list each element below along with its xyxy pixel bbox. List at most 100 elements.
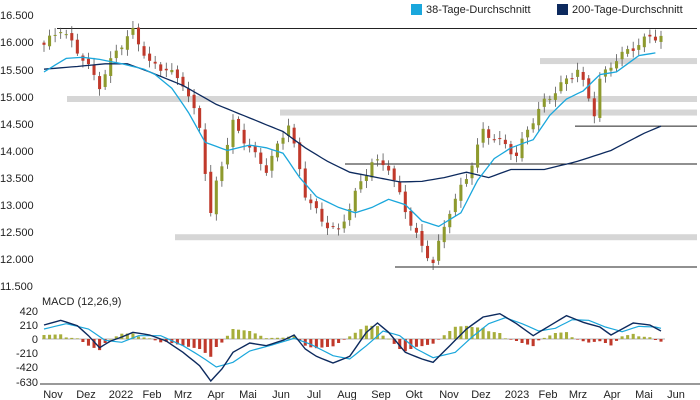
candle-body xyxy=(531,123,535,130)
macd-histogram-bar xyxy=(359,329,363,339)
candle-body xyxy=(603,69,607,77)
macd-histogram-bar xyxy=(587,339,591,343)
macd-histogram-bar xyxy=(559,332,563,339)
legend: 38-Tage-Durchschnitt 200-Tage-Durchschni… xyxy=(411,4,683,16)
macd-histogram-bar xyxy=(42,335,46,339)
macd-histogram-bar xyxy=(398,339,402,349)
macd-histogram-bar xyxy=(392,339,396,344)
candle-body xyxy=(476,144,480,168)
candlesticks xyxy=(42,21,663,271)
macd-y-tick-label: 210 xyxy=(20,320,38,332)
candle-body xyxy=(81,55,85,61)
price-y-axis: 16.500 16.000 15.500 15.000 14.500 14.00… xyxy=(0,10,34,293)
candle-body xyxy=(470,165,474,179)
candle-body xyxy=(537,108,541,126)
macd-histogram-bar xyxy=(659,339,663,342)
support-band xyxy=(540,58,697,65)
macd-histogram-bar xyxy=(337,339,341,343)
macd-histogram-bar xyxy=(125,333,129,339)
y-tick-label: 13.500 xyxy=(0,173,34,185)
macd-histogram-bar xyxy=(514,339,519,341)
candle-body xyxy=(398,182,402,193)
macd-histogram-bar xyxy=(192,339,196,348)
candle-body xyxy=(431,259,435,264)
candle-body xyxy=(48,35,52,47)
macd-histogram-bar xyxy=(642,336,646,339)
candle-body xyxy=(153,61,157,64)
macd-histogram-bar xyxy=(175,339,179,345)
candle-body xyxy=(387,165,391,171)
candle-body xyxy=(92,64,96,75)
macd-histogram-bar xyxy=(98,339,102,351)
candle-body xyxy=(414,227,418,233)
y-tick-label: 11.500 xyxy=(0,281,33,293)
candle-body xyxy=(464,179,468,184)
x-tick-label: Jun xyxy=(667,389,685,400)
x-tick-label: Jun xyxy=(272,389,290,400)
candle-body xyxy=(375,159,380,161)
candle-body xyxy=(131,27,135,35)
macd-histogram-bar xyxy=(453,326,457,339)
candle-body xyxy=(181,76,185,87)
macd-histogram-bar xyxy=(648,337,652,339)
candle-body xyxy=(103,74,107,87)
macd-histogram-bar xyxy=(653,339,657,340)
macd-histogram-bar xyxy=(70,337,74,339)
y-tick-label: 14.500 xyxy=(0,119,34,131)
macd-histogram-bar xyxy=(342,339,346,340)
macd-histogram-bar xyxy=(348,336,352,339)
candle-body xyxy=(642,36,646,48)
candle-body xyxy=(653,36,657,41)
macd-histogram-bar xyxy=(375,326,380,339)
candle-body xyxy=(437,240,441,261)
candle-body xyxy=(420,230,424,246)
candle-body xyxy=(214,180,218,215)
legend-label-sma38: 38-Tage-Durchschnitt xyxy=(426,4,531,16)
macd-histogram-bar xyxy=(248,331,252,339)
macd-histogram-bar xyxy=(370,325,374,339)
legend-label-sma200: 200-Tage-Durchschnitt xyxy=(572,4,683,16)
macd-histogram-bar xyxy=(470,327,474,339)
candle-body xyxy=(292,127,296,144)
macd-histogram-bar xyxy=(426,339,430,345)
candle-body xyxy=(392,168,396,181)
candle-body xyxy=(64,34,68,36)
candle-body xyxy=(42,42,46,45)
support-band xyxy=(67,96,697,103)
macd-histogram-bar xyxy=(387,338,391,340)
macd-histogram-bar xyxy=(620,336,624,339)
macd-histogram-bar xyxy=(570,337,574,339)
candle-body xyxy=(170,69,174,73)
candle-body xyxy=(576,69,580,77)
macd-histogram-bar xyxy=(314,339,318,349)
macd-histogram-bar xyxy=(487,331,491,339)
macd-histogram-bar xyxy=(53,334,57,339)
macd-histogram-bar xyxy=(320,339,324,348)
candle-body xyxy=(253,145,257,153)
x-tick-label: Sep xyxy=(371,389,391,400)
macd-histogram-bar xyxy=(626,335,630,339)
candle-body xyxy=(353,190,357,212)
macd-histogram-bar xyxy=(414,339,418,347)
candle-body xyxy=(325,222,330,229)
candle-body xyxy=(264,165,268,173)
x-tick-label: Apr xyxy=(207,389,224,400)
candle-body xyxy=(487,129,491,138)
y-tick-label: 13.000 xyxy=(0,200,34,212)
x-tick-label: Mai xyxy=(635,389,653,400)
candle-body xyxy=(359,181,363,190)
candle-body xyxy=(570,78,574,80)
candle-body xyxy=(503,139,507,145)
candle-body xyxy=(125,36,129,50)
macd-histogram-bar xyxy=(403,339,407,352)
candle-body xyxy=(287,125,291,137)
candle-body xyxy=(592,98,596,117)
macd-histogram-bar xyxy=(198,339,202,349)
macd-histogram-bar xyxy=(136,336,141,339)
candle-body xyxy=(453,198,457,213)
candle-body xyxy=(409,210,413,226)
candle-body xyxy=(370,162,374,178)
candle-body xyxy=(609,67,613,71)
candle-body xyxy=(53,34,57,36)
